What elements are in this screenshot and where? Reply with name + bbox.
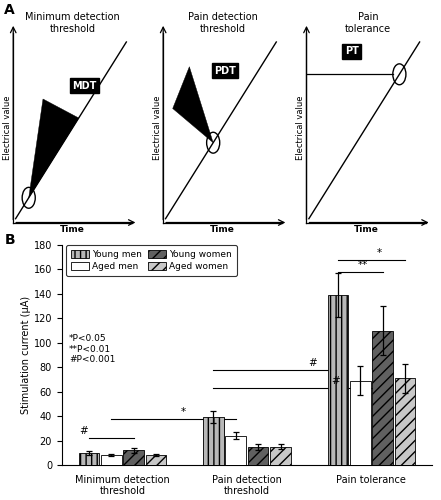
- Text: #: #: [309, 358, 318, 368]
- X-axis label: Time: Time: [354, 226, 378, 234]
- Text: Pain detection
threshold: Pain detection threshold: [188, 12, 258, 34]
- Y-axis label: Stimulation current (μA): Stimulation current (μA): [21, 296, 31, 414]
- Bar: [203, 418, 224, 465]
- Bar: [225, 436, 246, 465]
- Bar: [101, 455, 122, 465]
- Text: #: #: [79, 426, 88, 436]
- Text: B: B: [4, 232, 15, 246]
- Bar: [248, 446, 269, 465]
- Text: Minimum detection
threshold: Minimum detection threshold: [26, 12, 120, 34]
- Text: *P<0.05
**P<0.01
#P<0.001: *P<0.05 **P<0.01 #P<0.001: [69, 334, 116, 364]
- Text: *: *: [181, 406, 186, 416]
- Bar: [78, 453, 99, 465]
- Text: #: #: [331, 376, 340, 386]
- Bar: [372, 330, 393, 465]
- Text: **: **: [358, 260, 368, 270]
- Y-axis label: Electrical value: Electrical value: [153, 95, 162, 160]
- Legend: Young men, Aged men, Young women, Aged women: Young men, Aged men, Young women, Aged w…: [66, 245, 237, 276]
- Polygon shape: [29, 99, 79, 198]
- Polygon shape: [173, 66, 213, 142]
- Y-axis label: Electrical value: Electrical value: [3, 95, 12, 160]
- Bar: [328, 295, 348, 465]
- X-axis label: Time: Time: [210, 226, 235, 234]
- Text: *: *: [376, 248, 381, 258]
- Text: Pain
tolerance: Pain tolerance: [345, 12, 391, 34]
- Text: PT: PT: [345, 46, 359, 56]
- Text: A: A: [4, 2, 15, 16]
- Bar: [395, 378, 415, 465]
- Bar: [350, 380, 370, 465]
- X-axis label: Time: Time: [60, 226, 85, 234]
- Text: PDT: PDT: [214, 66, 236, 76]
- Y-axis label: Electrical value: Electrical value: [296, 95, 305, 160]
- Bar: [123, 450, 144, 465]
- Text: MDT: MDT: [72, 80, 97, 90]
- Bar: [146, 455, 166, 465]
- Bar: [270, 446, 291, 465]
